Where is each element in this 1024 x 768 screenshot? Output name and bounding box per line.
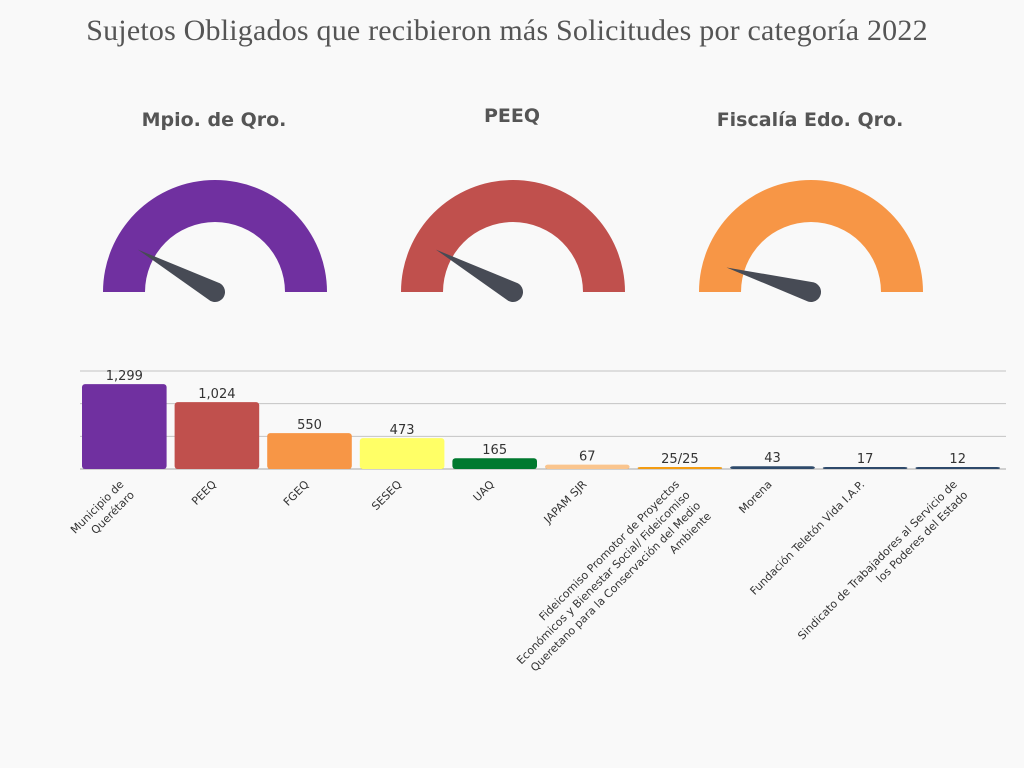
data-label: 550 xyxy=(297,418,322,433)
data-label: 473 xyxy=(390,423,415,438)
bar xyxy=(82,384,167,469)
data-label: 17 xyxy=(857,452,874,467)
data-label: 67 xyxy=(579,450,596,465)
tick-label: PEEQ xyxy=(189,478,219,508)
gauge-peeq xyxy=(401,180,625,303)
gauge-arc xyxy=(699,180,923,292)
gauge-arc xyxy=(401,180,625,292)
bar xyxy=(359,438,445,469)
tick-label: Sindicato de Trabajadores al Servicio de… xyxy=(795,478,970,653)
gauge-title-fiscalia: Fiscalía Edo. Qro. xyxy=(716,109,904,131)
bar xyxy=(452,458,537,469)
gauge-fiscalia xyxy=(699,180,923,303)
bar xyxy=(637,467,723,469)
tick-label: JAPAM SJR xyxy=(541,478,590,527)
gauge-needle xyxy=(435,249,524,303)
tick-label: Municipio deQuerétaro xyxy=(68,478,137,547)
bar xyxy=(915,467,1000,469)
bar xyxy=(545,464,630,469)
bar xyxy=(730,466,815,469)
tick-label: Morena xyxy=(736,478,774,516)
tick-label: SESEQ xyxy=(369,478,404,513)
gauge-needle xyxy=(726,267,822,303)
bar xyxy=(174,402,260,469)
data-label: 25/25 xyxy=(661,452,698,467)
gauge-mpio xyxy=(103,180,327,303)
data-label: 1,024 xyxy=(198,387,235,402)
gauge-needle xyxy=(137,249,226,303)
gauge-title-mpio: Mpio. de Qro. xyxy=(141,109,287,131)
data-label: 165 xyxy=(482,443,507,458)
bar xyxy=(267,433,352,469)
tick-label: Fideicomiso Promotor de ProyectosEconómi… xyxy=(504,478,714,688)
tick-label: FGEQ xyxy=(281,478,312,509)
bar xyxy=(822,467,908,469)
gauge-title-peeq: PEEQ xyxy=(483,105,541,127)
data-label: 1,299 xyxy=(106,369,143,384)
data-label: 43 xyxy=(764,451,781,466)
data-label: 12 xyxy=(949,452,966,467)
tick-label: UAQ xyxy=(471,478,497,504)
gauge-arc xyxy=(103,180,327,292)
bar-chart: 1,299 Municipio deQuerétaro 1,024 PEEQ 550 FG… xyxy=(68,369,1006,688)
page-title: Sujetos Obligados que recibieron más Sol… xyxy=(86,14,928,47)
